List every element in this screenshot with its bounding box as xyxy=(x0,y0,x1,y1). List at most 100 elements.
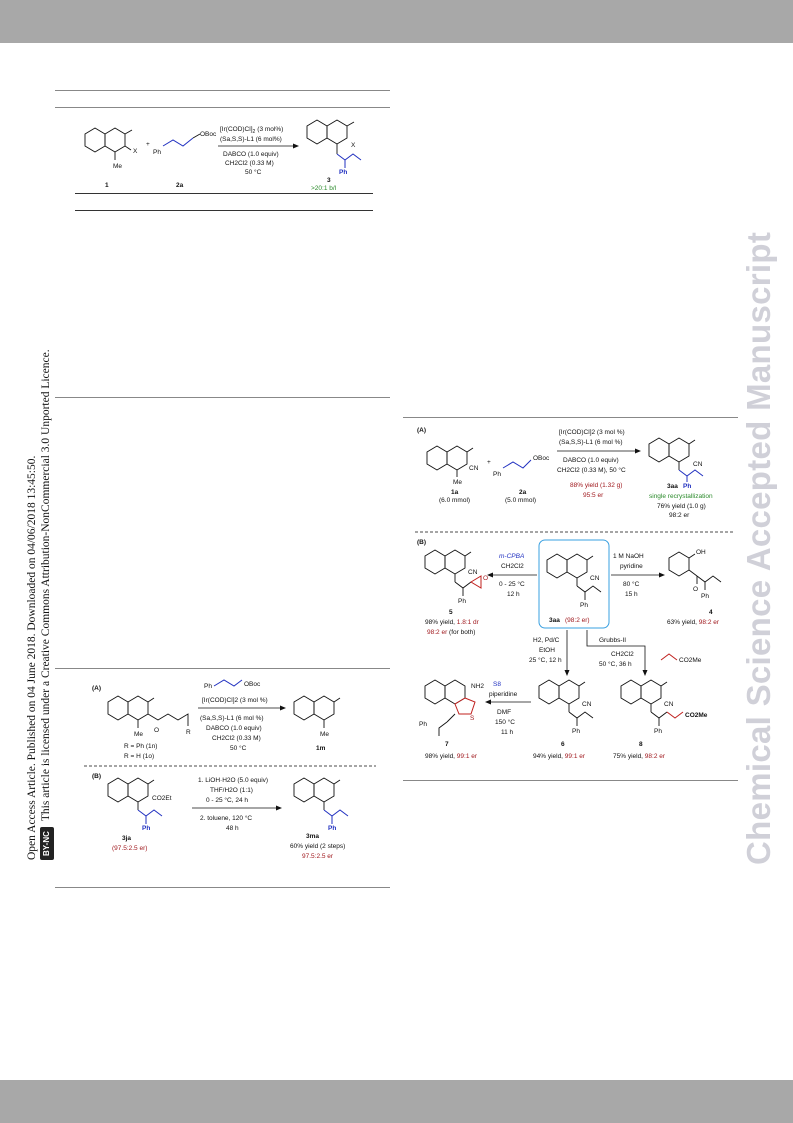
epoxide-5-structure xyxy=(424,549,482,596)
recrystallization-er: 98:2 er xyxy=(669,512,690,519)
coumarin-3ma-structure xyxy=(293,777,349,824)
open-access-notice: Open Access Article. Published on 04 Jun… xyxy=(25,349,54,860)
notice-line-1: Open Access Article. Published on 04 Jun… xyxy=(26,455,38,860)
left-reagent-oboc: OBoc xyxy=(244,681,261,688)
left-reagent-skeleton xyxy=(213,679,243,687)
s8-base: piperidine xyxy=(489,691,518,698)
product-5-label: 5 xyxy=(449,609,453,616)
cc-license-badge[interactable]: BY-NC xyxy=(40,827,54,860)
3ja-co2et: CO2Et xyxy=(152,795,172,802)
naoh-cond1: 80 °C xyxy=(623,580,640,588)
7-ph: Ph xyxy=(419,721,427,728)
acrylate-label: CO2Me xyxy=(679,657,702,664)
2a-skeleton xyxy=(502,459,532,469)
8-ph: Ph xyxy=(654,728,662,735)
bottom-gray-bar xyxy=(0,1080,793,1123)
top-gray-bar xyxy=(0,0,793,43)
product-6-label: 6 xyxy=(561,741,565,748)
accepted-manuscript-watermark: Chemical Science Accepted Manuscript xyxy=(740,231,777,865)
recrystallization-yield: 76% yield (1.0 g) xyxy=(657,503,706,510)
product-8-label: 8 xyxy=(639,741,643,748)
product-3aa-structure xyxy=(648,437,704,482)
substituent-x: X xyxy=(133,148,138,155)
compound-1a-amount: (6.0 mmol) xyxy=(439,497,470,504)
a-reagent-1: [Ir(COD)Cl]2 (3 mol %) xyxy=(559,429,625,436)
step1-reagent: 1. LiOH·H2O (5.0 equiv) xyxy=(198,777,268,784)
s8-cond2: 11 h xyxy=(501,729,514,736)
step1-solvent: THF/H2O (1:1) xyxy=(210,787,253,794)
substituent-me: Me xyxy=(113,163,122,170)
a-yield: 88% yield (1.32 g) xyxy=(570,482,622,489)
center-cn: CN xyxy=(590,575,600,582)
table-header-rule xyxy=(55,107,390,108)
3aa-cn: CN xyxy=(693,461,703,468)
product-3ma-label: 3ma xyxy=(306,833,319,840)
1n-me: Me xyxy=(134,731,143,738)
table-reaction-scheme: Me X 1 + Ph OBoc 2a [Ir(COD)Cl]2 (3 mol%)… xyxy=(84,119,362,192)
s8-reagent: S8 xyxy=(493,681,501,688)
table-bottom-rule xyxy=(75,210,373,211)
4-ph: Ph xyxy=(701,593,709,600)
center-ph: Ph xyxy=(580,602,588,609)
control-experiment-scheme: (A) Me O R R = Ph (1n) R = H (1o) Ph OBo… xyxy=(84,679,376,860)
reaction-arrowhead xyxy=(293,143,299,149)
naoh-solvent: pyridine xyxy=(620,563,643,570)
center-3aa-structure xyxy=(546,553,602,600)
1a-me: Me xyxy=(453,479,462,486)
1n-r: R xyxy=(186,729,191,736)
selectivity-label: >20:1 b/l xyxy=(311,185,337,192)
product-substituent-x: X xyxy=(351,142,356,149)
ketone-4-structure xyxy=(668,551,722,590)
1n-o: O xyxy=(154,727,159,734)
naoh-cond2: 15 h xyxy=(625,591,638,598)
column-divider-rule xyxy=(55,397,390,398)
product-3-structure xyxy=(306,119,362,168)
table-thin-rule xyxy=(75,193,373,194)
1a-cn: CN xyxy=(469,465,479,472)
3aa-ph: Ph xyxy=(683,483,691,490)
coumarin-1-structure xyxy=(84,127,133,160)
product-4-label: 4 xyxy=(709,609,713,616)
part-a-label: (A) xyxy=(417,427,426,434)
compound-2a-amount: (5.0 mmol) xyxy=(505,497,536,504)
reagent-ir-catalyst: [Ir(COD)Cl]2 (3 mol%) xyxy=(220,126,283,135)
compound-1a-label: 1a xyxy=(451,489,459,496)
product-3ma-yield: 60% yield (2 steps) xyxy=(290,843,345,850)
licence-link[interactable]: This article is licensed under a Creativ… xyxy=(40,349,52,822)
ester-1n-structure xyxy=(107,695,189,728)
8-co2me: CO2Me xyxy=(685,712,708,719)
center-compound-box xyxy=(538,539,610,629)
4-oh: OH xyxy=(696,549,706,556)
step2-conditions: 2. toluene, 120 °C xyxy=(200,814,252,822)
a-reagent-3: DABCO (1.0 equiv) xyxy=(563,457,619,464)
6-cn: CN xyxy=(582,701,592,708)
start-3ja-er: (97.5:2.5 er) xyxy=(112,845,147,852)
product-8-yield: 75% yield, 98:2 er xyxy=(613,753,666,760)
left-a-reagent-4: CH2Cl2 (0.33 M) xyxy=(212,735,261,742)
compound-3-label: 3 xyxy=(327,177,331,184)
grubbs-solvent: CH2Cl2 xyxy=(611,651,634,658)
compound-1-label: 1 xyxy=(105,182,109,189)
a-reagent-4: CH2Cl2 (0.33 M), 50 °C xyxy=(557,466,626,474)
scheme-plus-sign: + xyxy=(487,459,491,466)
mcpba-cond1: 0 - 25 °C xyxy=(499,580,525,588)
product-7-yield: 98% yield, 99:1 er xyxy=(425,753,478,760)
left-part-a-label: (A) xyxy=(92,685,101,692)
left-reagent-ph: Ph xyxy=(204,683,212,690)
metathesis-8-structure xyxy=(620,679,684,726)
scheme-right-top-rule xyxy=(403,417,738,418)
start-3ja-label: 3ja xyxy=(122,835,131,842)
product-3ma-er: 97.5:2.5 er xyxy=(302,853,334,860)
step2-time: 48 h xyxy=(226,825,239,832)
naoh-reagent: 1 M NaOH xyxy=(613,553,644,560)
derivatization-scheme: (A) Me CN 1a (6.0 mmol) + Ph OBoc 2a (5.… xyxy=(415,427,733,760)
product-6-yield: 94% yield, 99:1 er xyxy=(533,753,586,760)
s8-cond1: 150 °C xyxy=(495,718,515,726)
part-b-label: (B) xyxy=(417,539,426,546)
notice-line-2: BY-NC This article is licensed under a Cr… xyxy=(39,349,54,860)
left-a-reagent-3: DABCO (1.0 equiv) xyxy=(206,725,262,732)
reagent-solvent: CH2Cl2 (0.33 M) xyxy=(225,160,274,167)
table-top-rule xyxy=(55,90,390,91)
4-o: O xyxy=(693,586,698,593)
left-a-reagent-2: (Sa,S,S)-L1 (6 mol %) xyxy=(200,715,264,722)
